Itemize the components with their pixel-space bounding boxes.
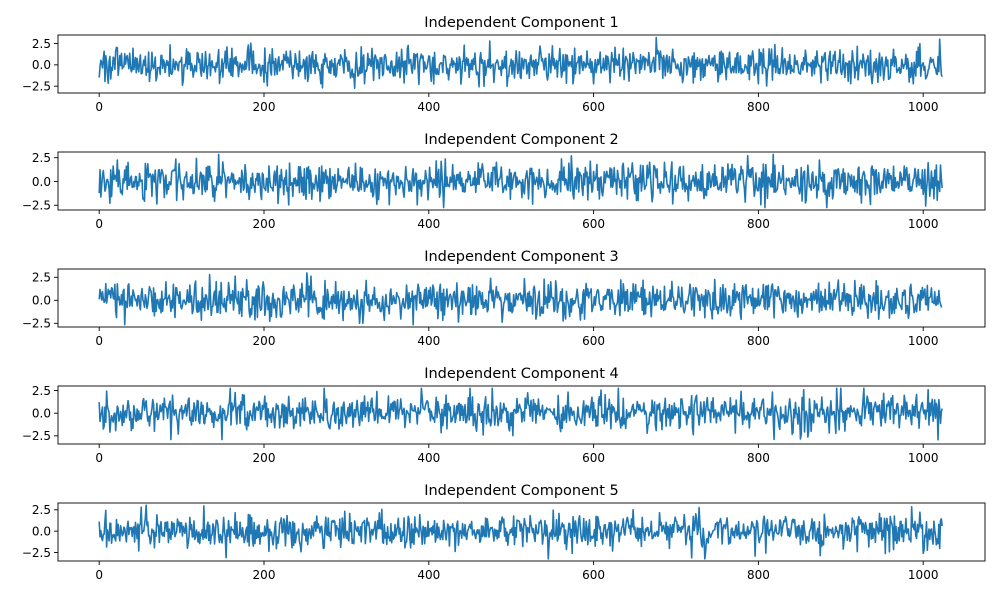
x-tick-label: 0 [95, 451, 103, 465]
x-tick-label: 600 [582, 451, 605, 465]
x-tick-label: 1000 [908, 568, 939, 582]
subplot-3: Independent Component 3 0 200 400 600 800 1000… [22, 249, 986, 348]
x-tick-label: 600 [582, 217, 605, 231]
subplot-title: Independent Component 3 [424, 249, 619, 265]
axes-frame [57, 268, 986, 328]
y-tick-label: −2.5 [22, 199, 51, 213]
x-tick-label: 200 [253, 451, 276, 465]
x-tick-label: 400 [417, 217, 440, 231]
series-line [98, 387, 943, 441]
x-tick-label: 600 [582, 100, 605, 114]
y-tick-label: −2.5 [22, 429, 51, 443]
x-tick-label: 400 [417, 451, 440, 465]
subplot-title: Independent Component 4 [424, 366, 619, 382]
x-tick-label: 400 [417, 100, 440, 114]
x-tick-label: 800 [747, 100, 770, 114]
y-tick-label: 0.0 [32, 524, 51, 538]
y-tick-label: 2.5 [32, 503, 51, 517]
series-line [98, 272, 943, 326]
x-tick-label: 1000 [908, 451, 939, 465]
subplot-1: Independent Component 1 0 200 400 600 800 1000… [22, 15, 986, 114]
x-tick-label: 0 [95, 334, 103, 348]
x-tick-label: 200 [253, 217, 276, 231]
x-tick-label: 0 [95, 217, 103, 231]
y-tick-label: 2.5 [32, 151, 51, 165]
x-tick-label: 800 [747, 217, 770, 231]
x-tick-label: 1000 [908, 100, 939, 114]
axes-frame [57, 502, 986, 562]
axes-frame [57, 385, 986, 445]
x-tick-label: 800 [747, 568, 770, 582]
x-tick-label: 0 [95, 100, 103, 114]
y-tick-label: −2.5 [22, 317, 51, 331]
y-tick-label: 2.5 [32, 37, 51, 51]
subplot-title: Independent Component 1 [424, 15, 619, 31]
y-tick-label: −2.5 [22, 79, 51, 93]
axes-frame [57, 34, 986, 94]
subplot-5: Independent Component 5 0 200 400 600 800 1000… [22, 483, 986, 582]
y-tick-label: 0.0 [32, 58, 51, 72]
x-tick-label: 200 [253, 100, 276, 114]
x-tick-label: 600 [582, 568, 605, 582]
x-tick-label: 0 [95, 568, 103, 582]
subplot-title: Independent Component 2 [424, 132, 619, 148]
x-tick-label: 200 [253, 568, 276, 582]
subplot-4: Independent Component 4 0 200 400 600 800 1000… [22, 366, 986, 465]
y-tick-label: 0.0 [32, 294, 51, 308]
x-tick-label: 400 [417, 568, 440, 582]
x-tick-label: 400 [417, 334, 440, 348]
y-tick-label: 2.5 [32, 384, 51, 398]
x-tick-label: 1000 [908, 217, 939, 231]
x-tick-label: 600 [582, 334, 605, 348]
series-line [98, 36, 943, 90]
y-tick-label: 2.5 [32, 271, 51, 285]
x-tick-label: 200 [253, 334, 276, 348]
subplot-2: Independent Component 2 0 200 400 600 800 1000… [22, 132, 986, 231]
series-line [98, 153, 943, 209]
x-tick-label: 800 [747, 451, 770, 465]
axes-frame [57, 151, 986, 211]
y-tick-label: −2.5 [22, 546, 51, 560]
x-tick-label: 1000 [908, 334, 939, 348]
subplot-title: Independent Component 5 [424, 483, 619, 499]
y-tick-label: 0.0 [32, 406, 51, 420]
x-tick-label: 800 [747, 334, 770, 348]
y-tick-label: 0.0 [32, 175, 51, 189]
series-line [98, 504, 943, 560]
